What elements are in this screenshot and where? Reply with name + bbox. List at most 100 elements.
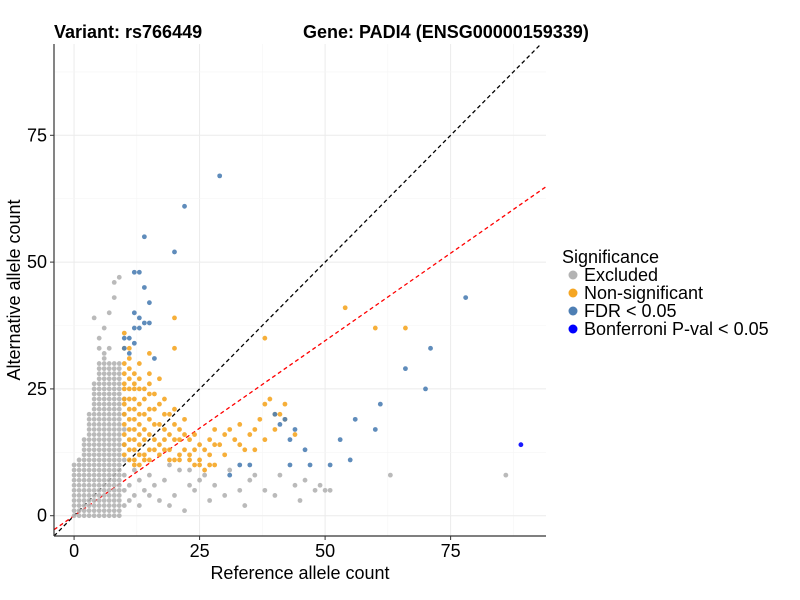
point-excluded — [126, 498, 132, 503]
point-excluded — [71, 477, 77, 483]
legend: Significance ExcludedNon-significantFDR … — [562, 247, 769, 339]
point-non-significant — [152, 391, 157, 397]
point-excluded — [121, 472, 127, 478]
point-excluded — [116, 371, 122, 377]
point-non-significant — [197, 457, 202, 463]
point-excluded — [116, 437, 122, 443]
point-excluded — [91, 452, 97, 458]
point-excluded — [96, 406, 102, 412]
point-excluded — [116, 513, 122, 519]
point-excluded — [71, 503, 77, 508]
point-non-significant — [162, 447, 167, 453]
point-non-significant — [141, 411, 147, 417]
point-non-significant — [292, 432, 298, 437]
point-excluded — [131, 467, 137, 473]
point-excluded — [111, 406, 117, 412]
point-excluded — [101, 472, 107, 478]
point-fdr-0-05 — [227, 472, 233, 478]
point-non-significant — [136, 401, 142, 407]
point-excluded — [96, 345, 102, 351]
point-excluded — [96, 462, 102, 468]
point-excluded — [111, 472, 117, 478]
point-excluded — [111, 432, 117, 437]
point-excluded — [106, 366, 112, 372]
plot-grid — [54, 44, 546, 536]
point-non-significant — [177, 437, 182, 443]
point-excluded — [91, 391, 97, 397]
point-excluded — [192, 487, 197, 493]
point-excluded — [101, 376, 107, 382]
point-non-significant — [157, 442, 162, 448]
point-non-significant — [262, 401, 268, 407]
point-fdr-0-05 — [136, 325, 142, 331]
point-non-significant — [141, 427, 147, 432]
point-non-significant — [146, 371, 152, 377]
point-excluded — [222, 493, 228, 498]
point-non-significant — [222, 432, 228, 437]
point-non-significant — [121, 411, 127, 417]
point-excluded — [81, 447, 87, 453]
point-excluded — [252, 472, 258, 478]
point-excluded — [96, 396, 102, 402]
point-excluded — [101, 482, 107, 488]
point-excluded — [101, 422, 107, 427]
point-non-significant — [182, 416, 187, 422]
point-fdr-0-05 — [126, 335, 132, 341]
point-excluded — [86, 477, 92, 483]
point-excluded — [106, 442, 112, 448]
point-non-significant — [152, 447, 157, 453]
point-fdr-0-05 — [121, 335, 127, 341]
point-non-significant — [136, 386, 142, 392]
point-excluded — [91, 493, 97, 498]
point-non-significant — [146, 406, 152, 412]
point-excluded — [327, 487, 333, 493]
y-tick-label: 75 — [27, 125, 47, 145]
point-non-significant — [282, 401, 288, 407]
chart-title-gene: Gene: PADI4 (ENSG00000159339) — [303, 22, 589, 42]
point-non-significant — [237, 422, 243, 427]
point-excluded — [207, 498, 213, 503]
point-non-significant — [146, 351, 152, 356]
point-excluded — [116, 498, 122, 503]
point-excluded — [202, 472, 208, 478]
point-excluded — [197, 477, 202, 483]
point-excluded — [91, 406, 97, 412]
point-non-significant — [237, 442, 243, 448]
x-tick-label: 25 — [190, 541, 210, 561]
point-excluded — [91, 487, 97, 493]
point-excluded — [81, 503, 87, 508]
point-excluded — [96, 477, 102, 483]
point-excluded — [111, 411, 117, 417]
point-excluded — [71, 467, 77, 473]
point-non-significant — [182, 432, 187, 437]
point-excluded — [297, 498, 303, 503]
point-non-significant — [152, 422, 157, 427]
point-fdr-0-05 — [131, 340, 137, 346]
point-excluded — [116, 416, 122, 422]
point-non-significant — [167, 411, 172, 417]
point-excluded — [317, 482, 323, 488]
point-excluded — [86, 432, 92, 437]
point-excluded — [106, 467, 112, 473]
point-excluded — [96, 452, 102, 458]
point-excluded — [81, 467, 87, 473]
point-excluded — [71, 493, 77, 498]
point-excluded — [101, 427, 107, 432]
point-excluded — [136, 503, 142, 508]
point-excluded — [91, 411, 97, 417]
point-non-significant — [126, 416, 132, 422]
point-non-significant — [172, 406, 177, 412]
point-excluded — [111, 508, 117, 514]
point-excluded — [91, 457, 97, 463]
point-non-significant — [167, 457, 172, 463]
point-excluded — [81, 452, 87, 458]
point-excluded — [86, 467, 92, 473]
point-excluded — [101, 381, 107, 387]
point-excluded — [96, 442, 102, 448]
point-non-significant — [202, 447, 208, 453]
point-fdr-0-05 — [247, 462, 253, 468]
x-tick-label: 75 — [441, 541, 461, 561]
point-non-significant — [372, 325, 378, 331]
point-excluded — [76, 477, 82, 483]
